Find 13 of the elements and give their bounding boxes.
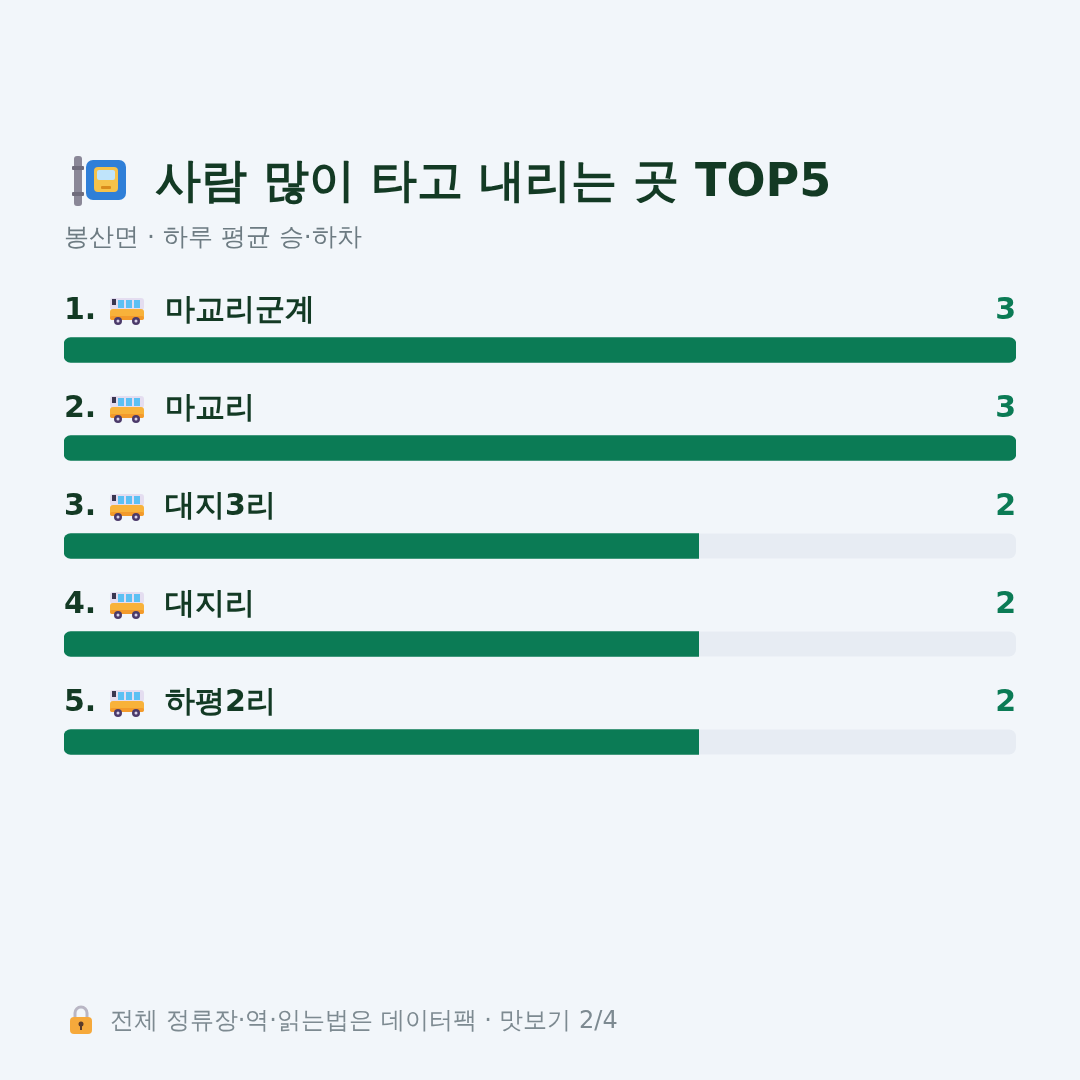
data-label: 3 [995,388,1016,424]
text: 전체 정류장·역·읽는법은 데이터팩 · 맛보기 2/4 [110,1005,618,1036]
category-label: 2. 마교리 [64,388,255,424]
category-label: 5. 하평2리 [64,682,276,718]
data-label: 3 [995,290,1016,326]
data-label: 2 [995,584,1016,620]
data-label: 2 [995,486,1016,522]
chart-title: 사람 많이 타고 내리는 곳 TOP5 [155,152,832,209]
chart-subtitle: 봉산면 · 하루 평균 승·하차 [64,221,362,253]
category-label: 4. 대지리 [64,584,255,620]
data-label: 2 [995,682,1016,718]
category-label: 3. 대지3리 [64,486,276,522]
category-label: 1. 마교리군계 [64,290,315,326]
